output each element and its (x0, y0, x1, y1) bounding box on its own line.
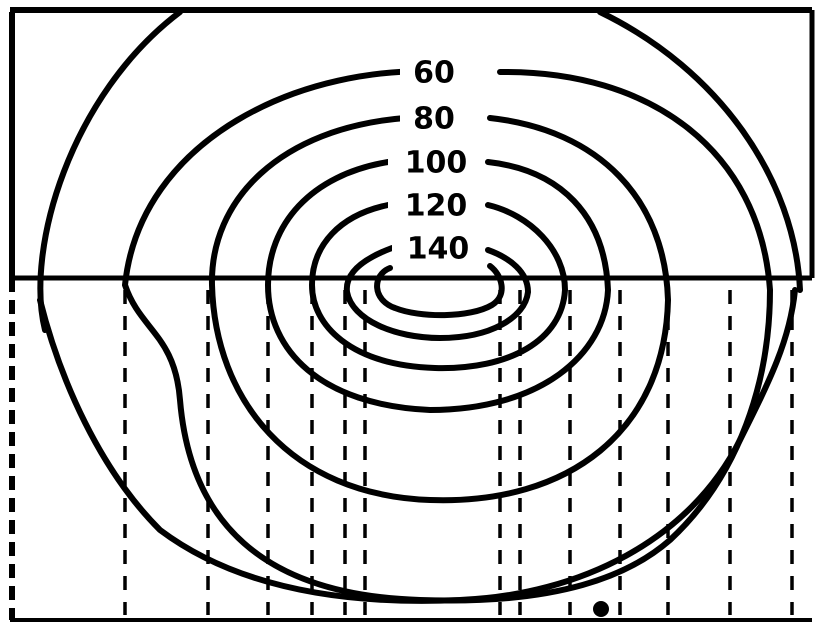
contour-line-120 (309, 202, 568, 372)
contour-label-100: 100 (405, 146, 468, 181)
contour-label-60: 60 (413, 56, 455, 91)
contour-line-core (374, 263, 505, 319)
contour-label-80: 80 (413, 102, 455, 137)
contour-line-80 (208, 115, 671, 504)
contour-line-outer-lower (37, 287, 798, 604)
contour-label-140: 140 (407, 232, 470, 267)
contour-lines (37, 9, 803, 604)
marker-dot (593, 601, 609, 617)
contour-labels: 60 80 100 120 140 (388, 56, 484, 267)
diagram-frame (9, 7, 815, 622)
contour-line (37, 9, 803, 333)
contour-label-120: 120 (405, 189, 468, 224)
contour-line-100 (265, 159, 611, 413)
projection-lines (123, 290, 794, 615)
